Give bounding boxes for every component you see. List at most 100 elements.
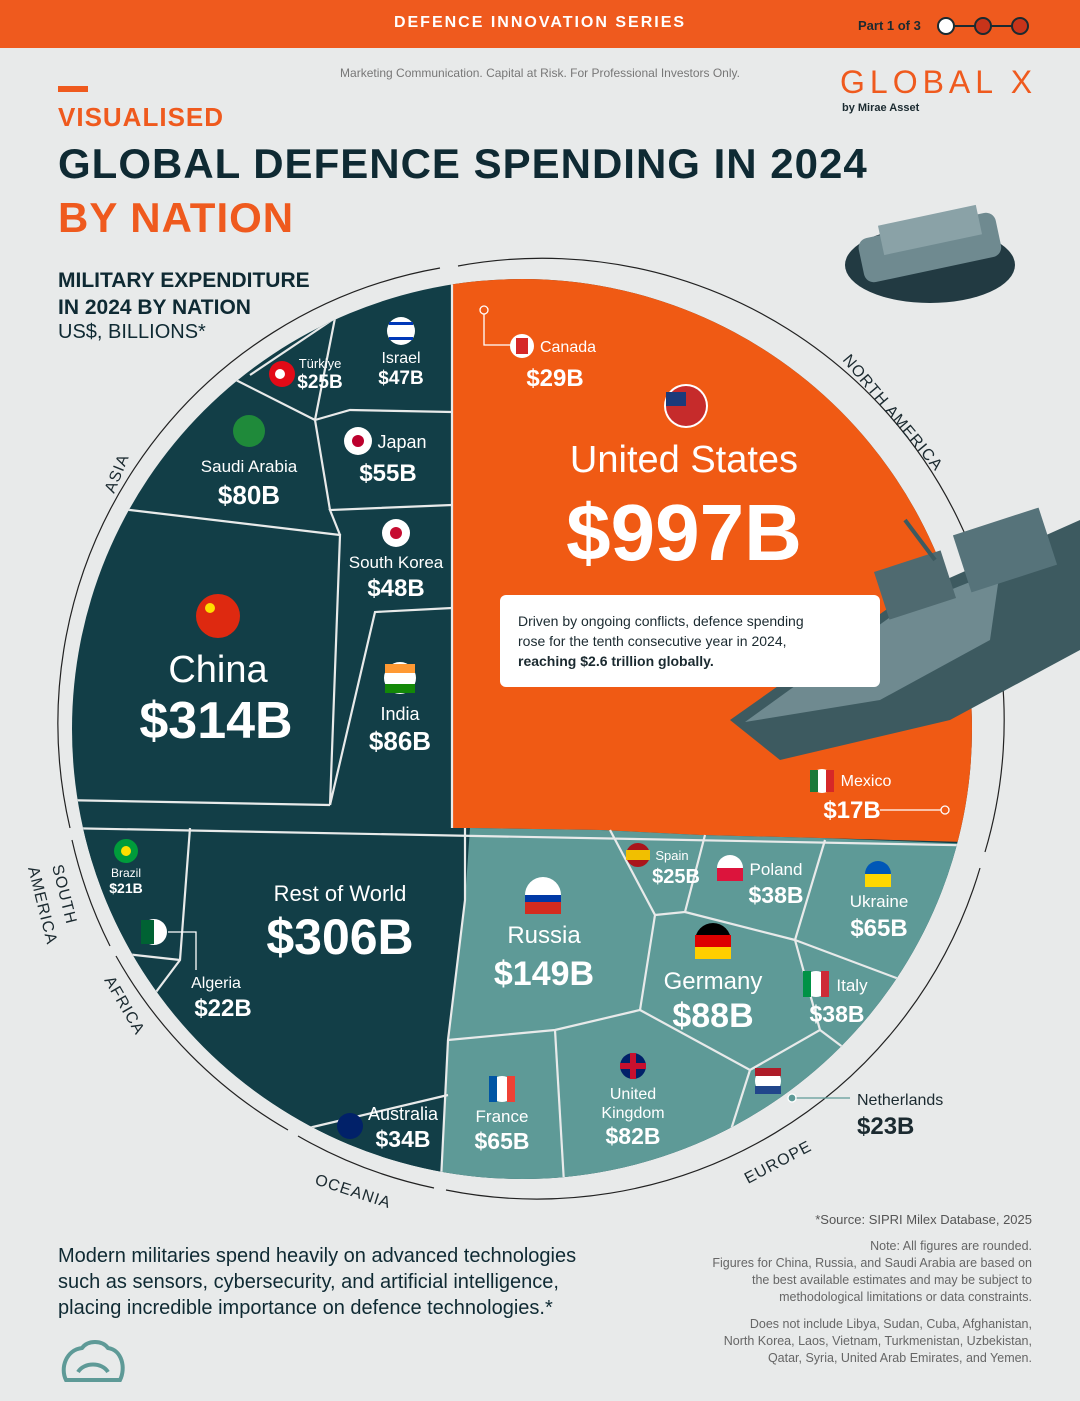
border bbox=[72, 798, 331, 807]
body-line3: placing incredible importance on defence… bbox=[58, 1297, 553, 1319]
china-flag-icon bbox=[196, 594, 240, 638]
label-japan-value: $55B bbox=[359, 460, 416, 487]
label-france-name: France bbox=[476, 1107, 529, 1126]
region-asia: ASIA bbox=[102, 452, 133, 496]
label-ukraine-name: Ukraine bbox=[850, 892, 909, 911]
border bbox=[314, 408, 453, 422]
series-title: DEFENCE INNOVATION SERIES bbox=[393, 14, 687, 31]
label-ukraine-value: $65B bbox=[850, 915, 907, 942]
label-row-value: $306B bbox=[266, 909, 413, 965]
region-africa: AFRICA bbox=[101, 974, 148, 1039]
chart-subtitle: MILITARY EXPENDITURE IN 2024 BY NATION bbox=[58, 267, 310, 321]
page-title-line2: BY NATION bbox=[58, 194, 295, 241]
border bbox=[328, 606, 453, 806]
label-us-name: United States bbox=[570, 439, 798, 481]
india-flag-icon bbox=[384, 662, 416, 694]
kicker: VISUALISED bbox=[58, 102, 225, 132]
label-italy-name: Italy bbox=[836, 976, 868, 995]
body-text: Modern militaries spend heavily on advan… bbox=[58, 1243, 638, 1321]
callout-line1: Driven by ongoing conflicts, defence spe… bbox=[518, 613, 804, 629]
arc-south-america bbox=[71, 839, 111, 947]
arc-africa bbox=[115, 955, 289, 1131]
progress-dots-icon bbox=[937, 17, 1029, 35]
label-australia-value: $34B bbox=[376, 1126, 431, 1152]
top-banner bbox=[0, 0, 1080, 48]
label-row-name: Rest of World bbox=[274, 881, 407, 906]
leader-lines bbox=[168, 305, 950, 1103]
label-germany-value: $88B bbox=[672, 997, 753, 1035]
label-canada-name: Canada bbox=[540, 339, 596, 356]
label-israel-value: $47B bbox=[378, 368, 423, 389]
label-germany-name: Germany bbox=[664, 968, 763, 995]
label-uk-name2: Kingdom bbox=[601, 1105, 664, 1122]
accent-dash bbox=[58, 86, 88, 92]
rounding-note: Note: All figures are rounded. Figures f… bbox=[672, 1238, 1032, 1306]
russia-flag-icon bbox=[525, 877, 561, 914]
uk-flag-icon bbox=[620, 1053, 646, 1079]
label-mexico-name: Mexico bbox=[841, 773, 892, 790]
label-turkiye-name: Türkiye bbox=[299, 356, 342, 371]
brain-logo-icon bbox=[61, 1340, 125, 1382]
germany-flag-icon bbox=[695, 923, 731, 959]
source-note: *Source: SIPRI Milex Database, 2025 bbox=[815, 1212, 1032, 1227]
body-line2: such as sensors, cybersecurity, and arti… bbox=[58, 1271, 559, 1293]
label-china-value: $314B bbox=[139, 692, 292, 750]
turkiye-flag-icon bbox=[269, 361, 295, 387]
label-india-value: $86B bbox=[369, 726, 431, 756]
poland-flag-icon bbox=[717, 855, 743, 881]
border bbox=[249, 317, 336, 376]
label-poland-value: $38B bbox=[749, 882, 804, 908]
label-uk-value: $82B bbox=[606, 1123, 661, 1149]
label-mexico-value: $17B bbox=[823, 797, 880, 824]
spain-flag-icon bbox=[626, 843, 650, 867]
netherlands-flag-icon bbox=[755, 1068, 781, 1094]
note-line3: the best available estimates and may be … bbox=[751, 1273, 1032, 1287]
label-saudi-name: Saudi Arabia bbox=[201, 457, 298, 476]
page-title: GLOBAL DEFENCE SPENDING IN 2024 bbox=[58, 140, 868, 187]
note-line4: methodological limitations or data const… bbox=[779, 1290, 1032, 1304]
leader-canada bbox=[483, 310, 512, 346]
label-brazil-value: $21B bbox=[109, 880, 142, 896]
label-netherlands-value: $23B bbox=[857, 1113, 914, 1140]
saudi-flag-icon bbox=[233, 415, 265, 447]
arc-asia bbox=[57, 267, 441, 829]
label-russia-name: Russia bbox=[507, 922, 581, 949]
label-france-value: $65B bbox=[475, 1128, 530, 1154]
subtitle-line2: IN 2024 BY NATION bbox=[58, 296, 251, 319]
exclusion-note: Does not include Libya, Sudan, Cuba, Afg… bbox=[632, 1316, 1032, 1367]
part-indicator: Part 1 of 3 bbox=[858, 18, 921, 33]
leader-algeria bbox=[168, 931, 197, 970]
italy-flag-icon bbox=[803, 971, 829, 997]
border bbox=[299, 1093, 449, 1132]
callout-line2: rose for the tenth consecutive year in 2… bbox=[518, 633, 787, 649]
label-uk-name1: United bbox=[610, 1086, 656, 1103]
canada-flag-icon bbox=[510, 334, 534, 358]
hovercraft-illustration bbox=[845, 204, 1015, 303]
callout-line3: reaching $2.6 trillion globally. bbox=[518, 653, 714, 669]
label-russia-value: $149B bbox=[494, 955, 594, 993]
body-line1: Modern militaries spend heavily on advan… bbox=[58, 1245, 577, 1267]
algeria-flag-icon bbox=[141, 919, 167, 945]
border bbox=[72, 826, 972, 848]
france-flag-icon bbox=[489, 1076, 515, 1102]
border bbox=[553, 1029, 567, 1179]
excl-line2: North Korea, Laos, Vietnam, Turkmenistan… bbox=[723, 1334, 1032, 1348]
label-spain-value: $25B bbox=[652, 866, 700, 888]
note-line2: Figures for China, Russia, and Saudi Ara… bbox=[712, 1256, 1032, 1270]
label-algeria-value: $22B bbox=[194, 995, 251, 1022]
callout-box bbox=[500, 595, 880, 687]
label-italy-value: $38B bbox=[810, 1001, 865, 1027]
unit-label: US$, BILLIONS* bbox=[58, 321, 206, 343]
mexico-flag-icon bbox=[810, 769, 834, 793]
label-israel-name: Israel bbox=[381, 350, 420, 367]
arc-europe bbox=[445, 867, 981, 1200]
label-turkiye-value: $25B bbox=[297, 372, 342, 393]
label-korea-value: $48B bbox=[367, 575, 424, 602]
region-oceania: OCEANIA bbox=[313, 1172, 393, 1213]
label-india-name: India bbox=[380, 704, 420, 724]
ukraine-flag-icon bbox=[865, 861, 891, 887]
japan-flag-icon bbox=[344, 427, 372, 455]
label-algeria-name: Algeria bbox=[191, 975, 241, 992]
label-canada-value: $29B bbox=[526, 365, 583, 392]
